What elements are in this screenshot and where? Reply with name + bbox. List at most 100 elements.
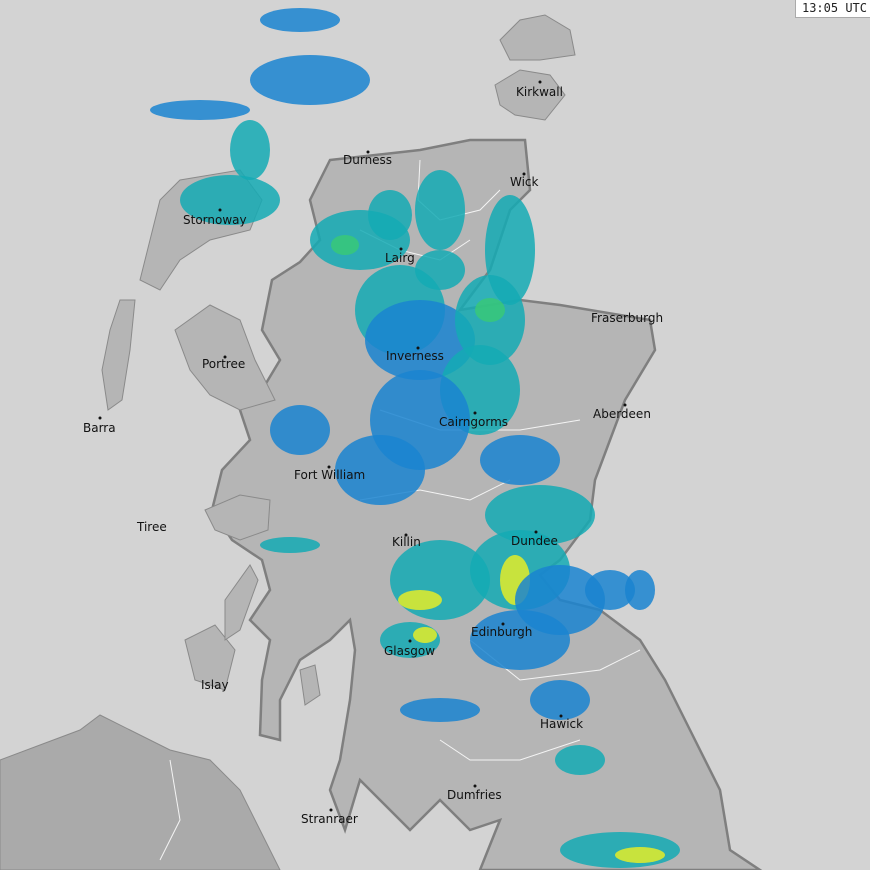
rain-echo <box>400 698 480 722</box>
land-mull <box>204 494 271 541</box>
place-label: Barra <box>83 421 116 435</box>
place-labels: Kirkwall Durness Wick Stornoway Lairg Fraserb… <box>83 80 663 826</box>
place-label: Cairngorms <box>439 415 508 429</box>
rain-echo <box>150 100 250 120</box>
rain-echo <box>475 298 505 322</box>
place-wick: Wick <box>510 172 539 189</box>
rain-echo <box>270 405 330 455</box>
rain-echo <box>625 570 655 610</box>
place-dot <box>559 714 563 718</box>
place-stornoway: Stornoway <box>183 208 247 227</box>
place-cairngorms: Cairngorms <box>439 411 508 429</box>
place-label: Edinburgh <box>471 625 532 639</box>
rain-echo <box>470 610 570 670</box>
place-dot <box>329 808 333 812</box>
place-dot <box>408 639 412 643</box>
place-barra: Barra <box>83 416 116 435</box>
place-tiree: Tiree <box>136 520 167 534</box>
rain-echo <box>390 540 490 620</box>
rain-echo <box>413 627 437 643</box>
place-label: Inverness <box>386 349 444 363</box>
place-aberdeen: Aberdeen <box>593 403 651 421</box>
place-label: Portree <box>202 357 245 371</box>
place-dumfries: Dumfries <box>447 784 502 802</box>
place-dot <box>218 208 222 212</box>
place-label: Hawick <box>540 717 583 731</box>
place-stranraer: Stranraer <box>301 808 358 826</box>
place-dot <box>404 533 408 537</box>
land-scotland-mainland <box>210 138 763 870</box>
place-fort-william: Fort William <box>294 465 365 482</box>
rain-echo <box>250 55 370 105</box>
place-dot <box>623 403 627 407</box>
place-edinburgh: Edinburgh <box>471 622 532 639</box>
place-label: Stornoway <box>183 213 247 227</box>
place-portree: Portree <box>202 355 245 371</box>
place-label: Stranraer <box>301 812 358 826</box>
rain-echo <box>398 590 442 610</box>
rain-echo <box>560 832 680 868</box>
rain-echo <box>365 300 475 380</box>
place-dot <box>473 784 477 788</box>
rain-echo <box>260 8 340 32</box>
radar-echoes <box>150 8 680 868</box>
place-dot <box>399 247 403 251</box>
rain-echo <box>368 190 412 240</box>
rain-echo <box>260 537 320 553</box>
place-dot <box>538 80 542 84</box>
place-label: Dundee <box>511 534 558 548</box>
land-arran <box>299 664 321 706</box>
land-islay <box>184 624 236 691</box>
rain-echo <box>585 570 635 610</box>
land-orkney <box>494 69 566 121</box>
rain-echo <box>555 745 605 775</box>
place-inverness: Inverness <box>386 346 444 363</box>
land-shetland <box>499 14 576 61</box>
land-jura <box>224 564 259 641</box>
place-lairg: Lairg <box>385 247 415 265</box>
land-ireland <box>0 714 281 870</box>
place-hawick: Hawick <box>540 714 583 731</box>
place-glasgow: Glasgow <box>384 639 435 658</box>
land-uist <box>101 299 136 411</box>
place-dot <box>98 416 102 420</box>
place-label: Durness <box>343 153 392 167</box>
place-killin: Killin <box>392 533 421 549</box>
rain-echo <box>415 170 465 250</box>
rain-echo <box>230 120 270 180</box>
place-label: Lairg <box>385 251 415 265</box>
place-durness: Durness <box>343 150 392 167</box>
rain-echo <box>335 435 425 505</box>
rain-echo <box>615 847 665 863</box>
timestamp: 13:05 UTC <box>794 0 870 18</box>
place-dot <box>522 172 526 176</box>
place-label: Wick <box>510 175 539 189</box>
rain-echo <box>331 235 359 255</box>
place-dot <box>366 150 370 154</box>
rain-echo <box>180 175 280 225</box>
place-dot <box>327 465 331 469</box>
place-dot <box>534 530 538 534</box>
rain-echo <box>530 680 590 720</box>
place-islay: Islay <box>201 678 229 692</box>
place-label: Dumfries <box>447 788 502 802</box>
rain-echo <box>480 435 560 485</box>
place-kirkwall: Kirkwall <box>516 80 563 99</box>
place-dot <box>416 346 420 350</box>
place-dot <box>223 355 227 359</box>
place-dot <box>473 411 477 415</box>
place-label: Aberdeen <box>593 407 651 421</box>
rain-echo <box>485 485 595 545</box>
place-label: Killin <box>392 535 421 549</box>
place-dot <box>501 622 505 626</box>
place-label: Fort William <box>294 468 365 482</box>
place-label: Glasgow <box>384 644 435 658</box>
land-layer <box>0 14 763 870</box>
place-label: Fraserburgh <box>591 311 663 325</box>
place-label: Kirkwall <box>516 85 563 99</box>
place-dundee: Dundee <box>511 530 558 548</box>
place-fraserburgh: Fraserburgh <box>591 311 663 325</box>
place-label: Tiree <box>136 520 167 534</box>
place-label: Islay <box>201 678 229 692</box>
